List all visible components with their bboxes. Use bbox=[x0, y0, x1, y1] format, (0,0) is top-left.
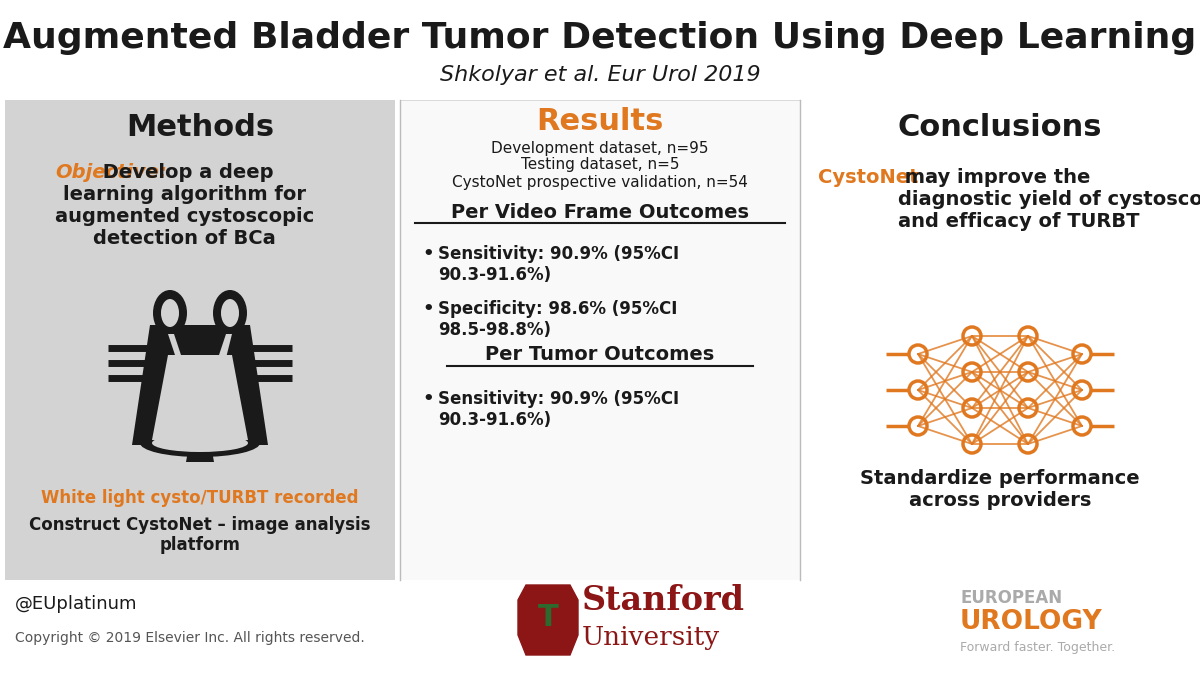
Text: Specificity: 98.6% (95%CI
98.5-98.8%): Specificity: 98.6% (95%CI 98.5-98.8%) bbox=[438, 300, 677, 339]
Text: •: • bbox=[422, 390, 433, 408]
Ellipse shape bbox=[154, 290, 187, 336]
Text: Objective:: Objective: bbox=[55, 163, 167, 182]
Text: Shkolyar et al. Eur Urol 2019: Shkolyar et al. Eur Urol 2019 bbox=[439, 65, 761, 85]
Text: EUROPEAN: EUROPEAN bbox=[960, 589, 1062, 607]
Polygon shape bbox=[152, 355, 248, 440]
Ellipse shape bbox=[221, 299, 239, 327]
Polygon shape bbox=[168, 334, 182, 358]
Ellipse shape bbox=[152, 434, 248, 452]
Text: Sensitivity: 90.9% (95%CI
90.3-91.6%): Sensitivity: 90.9% (95%CI 90.3-91.6%) bbox=[438, 390, 679, 429]
Text: Augmented Bladder Tumor Detection Using Deep Learning: Augmented Bladder Tumor Detection Using … bbox=[4, 21, 1196, 55]
Text: Methods: Methods bbox=[126, 113, 274, 142]
Text: White light cysto/TURBT recorded: White light cysto/TURBT recorded bbox=[41, 489, 359, 507]
Text: Results: Results bbox=[536, 107, 664, 137]
FancyBboxPatch shape bbox=[800, 100, 1195, 580]
FancyBboxPatch shape bbox=[5, 100, 395, 580]
Text: UROLOGY: UROLOGY bbox=[960, 609, 1103, 635]
Text: CystoNet prospective validation, n=54: CystoNet prospective validation, n=54 bbox=[452, 175, 748, 191]
Text: Development dataset, n=95: Development dataset, n=95 bbox=[491, 140, 709, 156]
Text: Per Video Frame Outcomes: Per Video Frame Outcomes bbox=[451, 202, 749, 222]
Text: •: • bbox=[422, 300, 433, 318]
Text: Construct CystoNet – image analysis
platform: Construct CystoNet – image analysis plat… bbox=[29, 516, 371, 555]
Polygon shape bbox=[518, 585, 578, 655]
Text: Forward faster. Together.: Forward faster. Together. bbox=[960, 640, 1115, 654]
Text: @EUplatinum: @EUplatinum bbox=[14, 595, 138, 613]
Polygon shape bbox=[218, 334, 232, 358]
Text: Stanford: Stanford bbox=[582, 584, 745, 617]
Text: Testing dataset, n=5: Testing dataset, n=5 bbox=[521, 158, 679, 173]
FancyBboxPatch shape bbox=[0, 580, 1200, 674]
Ellipse shape bbox=[214, 290, 247, 336]
Text: University: University bbox=[582, 625, 720, 650]
Text: T: T bbox=[538, 603, 558, 632]
Text: CystoNet: CystoNet bbox=[818, 168, 918, 187]
Text: Sensitivity: 90.9% (95%CI
90.3-91.6%): Sensitivity: 90.9% (95%CI 90.3-91.6%) bbox=[438, 245, 679, 284]
Polygon shape bbox=[132, 325, 268, 445]
Text: Standardize performance
across providers: Standardize performance across providers bbox=[860, 470, 1140, 510]
Polygon shape bbox=[186, 440, 214, 462]
Ellipse shape bbox=[140, 429, 260, 457]
Text: Per Tumor Outcomes: Per Tumor Outcomes bbox=[485, 346, 715, 365]
Text: Conclusions: Conclusions bbox=[898, 113, 1103, 142]
Text: may improve the
diagnostic yield of cystoscopy
and efficacy of TURBT: may improve the diagnostic yield of cyst… bbox=[898, 168, 1200, 231]
Text: Develop a deep
learning algorithm for
augmented cystoscopic
detection of BCa: Develop a deep learning algorithm for au… bbox=[55, 163, 314, 248]
Text: Copyright © 2019 Elsevier Inc. All rights reserved.: Copyright © 2019 Elsevier Inc. All right… bbox=[14, 631, 365, 645]
Ellipse shape bbox=[161, 299, 179, 327]
Text: •: • bbox=[422, 245, 433, 263]
FancyBboxPatch shape bbox=[400, 100, 800, 580]
